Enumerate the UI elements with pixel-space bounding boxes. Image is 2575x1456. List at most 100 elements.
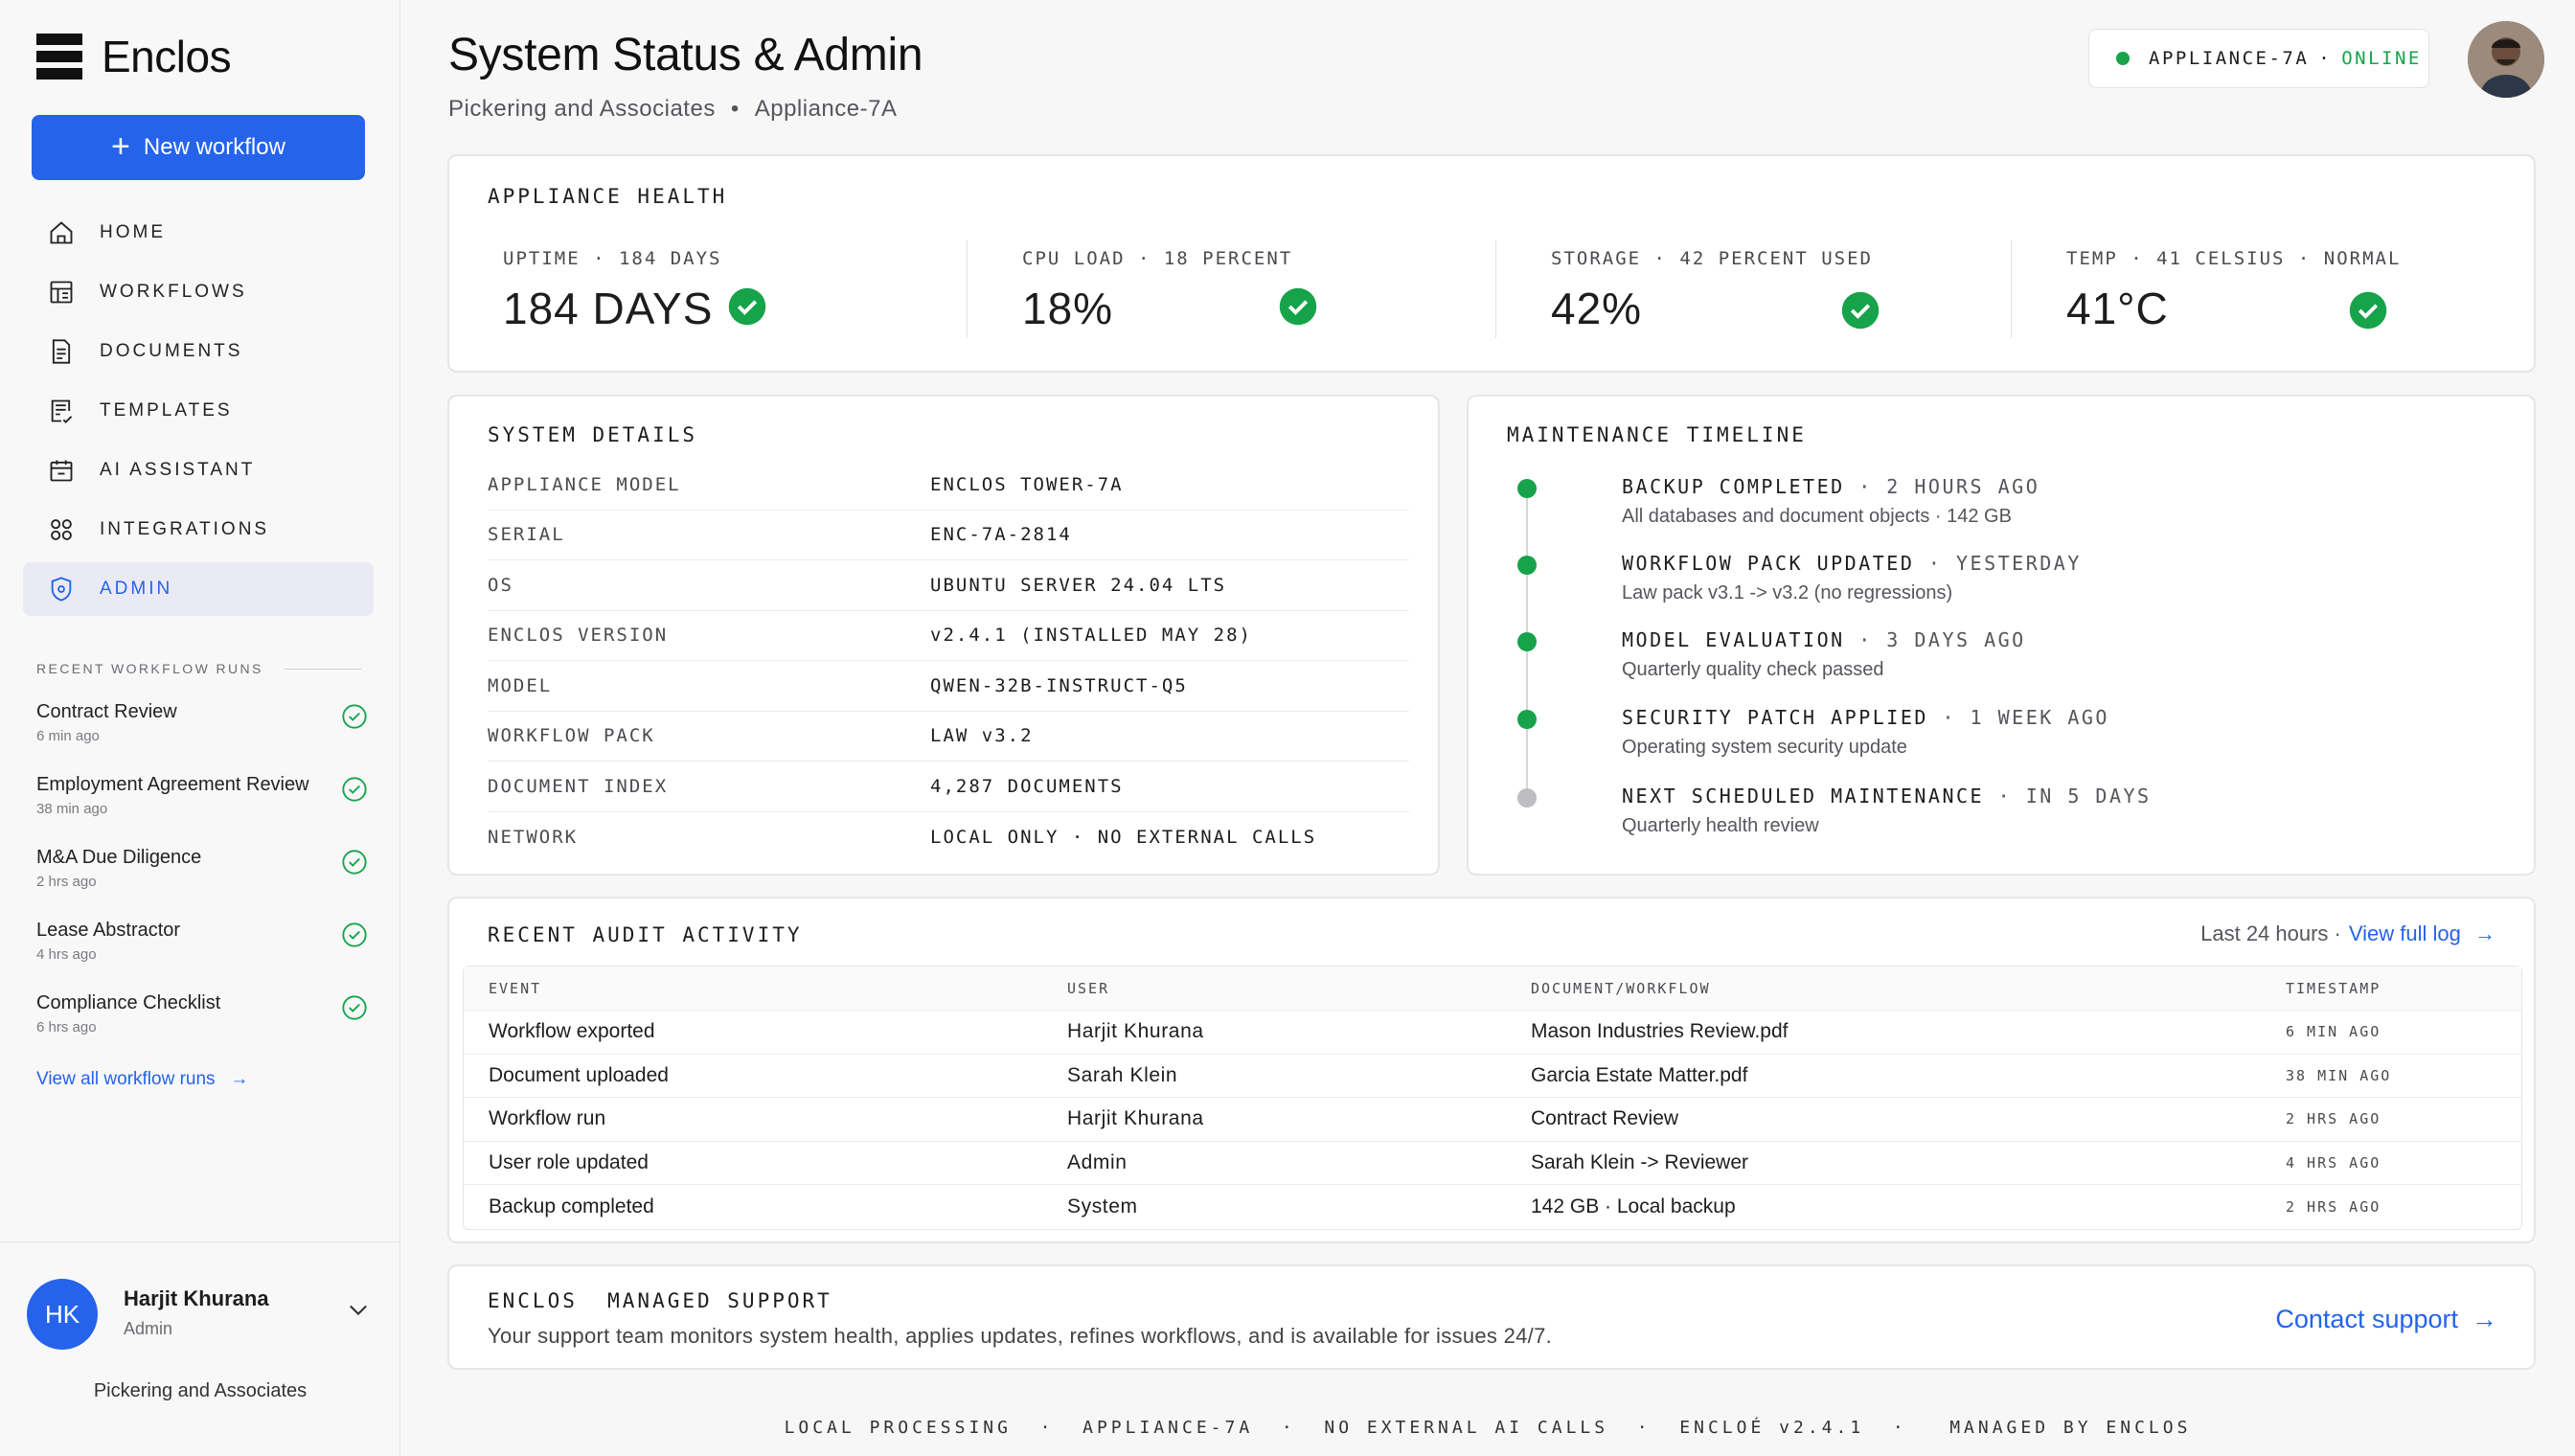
status-dot-icon xyxy=(1517,479,1537,498)
run-name: Compliance Checklist xyxy=(36,992,221,1013)
timeline-heading: NEXT SCHEDULED MAINTENANCE · IN 5 DAYS xyxy=(1622,785,2152,808)
nav-label: INTEGRATIONS xyxy=(100,519,270,539)
user-menu[interactable]: HK Harjit Khurana Admin Pickering and As… xyxy=(0,1241,400,1456)
table-row[interactable]: Document uploaded Sarah Klein Garcia Est… xyxy=(464,1055,2521,1098)
nav-item-admin[interactable]: ADMIN xyxy=(23,562,374,616)
list-item[interactable]: Compliance Checklist 6 hrs ago xyxy=(36,992,368,1065)
audit-user: System xyxy=(1067,1194,1138,1217)
timeline-detail: Law pack v3.1 -> v3.2 (no regressions) xyxy=(1622,582,1953,603)
table-row[interactable]: Backup completed System 142 GB · Local b… xyxy=(464,1185,2521,1229)
nav-item-templates[interactable]: TEMPLATES xyxy=(23,384,374,438)
check-circle-icon xyxy=(342,704,367,729)
view-all-runs-link[interactable]: View all workflow runs → xyxy=(36,1069,248,1090)
audit-event: Workflow exported xyxy=(489,1020,655,1043)
contact-support-link[interactable]: Contact support → xyxy=(2275,1305,2497,1334)
table-row[interactable]: User role updated Admin Sarah Klein -> R… xyxy=(464,1142,2521,1185)
page-title: System Status & Admin xyxy=(448,30,923,80)
list-item[interactable]: Lease Abstractor 4 hrs ago xyxy=(36,920,368,992)
list-item[interactable]: M&A Due Diligence 2 hrs ago xyxy=(36,847,368,920)
pending-dot-icon xyxy=(1517,788,1537,808)
audit-timestamp: 4 HRS AGO xyxy=(2286,1153,2381,1172)
breadcrumb: Pickering and Associates • Appliance-7A xyxy=(448,96,897,123)
check-circle-icon xyxy=(342,995,367,1020)
nav-label: ADMIN xyxy=(100,579,173,599)
contact-support-label: Contact support xyxy=(2275,1305,2458,1333)
detail-row: ENCLOS VERSION v2.4.1 (INSTALLED MAY 28) xyxy=(488,611,1409,661)
ai-assistant-icon xyxy=(50,460,73,482)
nav-item-workflows[interactable]: WORKFLOWS xyxy=(23,265,374,319)
appliance-health-card: APPLIANCE HEALTH UPTIME · 184 DAYS 184 D… xyxy=(447,154,2536,373)
timeline-when: · YESTERDAY xyxy=(1914,552,2082,575)
recent-runs-list: Contract Review 6 min ago Employment Agr… xyxy=(36,701,368,1065)
detail-value: LOCAL ONLY · NO EXTERNAL CALLS xyxy=(930,826,1317,848)
timeline-detail: Quarterly quality check passed xyxy=(1622,659,1884,680)
new-workflow-label: New workflow xyxy=(143,134,285,160)
detail-value: LAW v3.2 xyxy=(930,725,1034,747)
detail-value: ENC-7A-2814 xyxy=(930,524,1072,546)
managed-support-card: ENCLOS MANAGED SUPPORT Your support team… xyxy=(447,1264,2536,1370)
detail-row: DOCUMENT INDEX 4,287 DOCUMENTS xyxy=(488,762,1409,812)
app-logo[interactable]: Enclos xyxy=(36,31,232,82)
timeline-event: MODEL EVALUATION xyxy=(1622,628,1845,651)
list-item[interactable]: Contract Review 6 min ago xyxy=(36,701,368,774)
nav-label: AI ASSISTANT xyxy=(100,460,256,480)
run-name: Employment Agreement Review xyxy=(36,774,309,795)
profile-avatar[interactable] xyxy=(2468,21,2544,98)
new-workflow-button[interactable]: + New workflow xyxy=(32,115,365,180)
documents-icon xyxy=(52,339,71,364)
maintenance-timeline-card: MAINTENANCE TIMELINE BACKUP COMPLETED · … xyxy=(1467,395,2536,876)
plus-icon: + xyxy=(111,127,130,165)
breadcrumb-org[interactable]: Pickering and Associates xyxy=(448,96,716,122)
audit-header-actions: Last 24 hours · View full log → xyxy=(2200,921,2495,946)
user-name: Harjit Khurana xyxy=(124,1286,269,1310)
divider xyxy=(2011,240,2012,338)
metric-value: 42% xyxy=(1551,284,1643,333)
column-header: EVENT xyxy=(489,979,542,997)
audit-document: Contract Review xyxy=(1531,1107,1679,1130)
detail-value: ENCLOS TOWER-7A xyxy=(930,473,1124,495)
column-header: USER xyxy=(1067,979,1110,997)
detail-key: SERIAL xyxy=(488,524,565,546)
list-item[interactable]: Employment Agreement Review 38 min ago xyxy=(36,774,368,847)
timeline-detail: Quarterly health review xyxy=(1622,815,1819,836)
nav-item-documents[interactable]: DOCUMENTS xyxy=(23,325,374,378)
breadcrumb-separator: • xyxy=(730,96,740,122)
metric-label: STORAGE · 42 PERCENT USED xyxy=(1551,248,1873,269)
table-row[interactable]: Workflow run Harjit Khurana Contract Rev… xyxy=(464,1098,2521,1142)
timeline-heading: BACKUP COMPLETED · 2 HOURS AGO xyxy=(1622,475,2039,498)
details-list: APPLIANCE MODEL ENCLOS TOWER-7A SERIAL ENC… xyxy=(488,460,1409,862)
audit-event: Document uploaded xyxy=(489,1063,669,1086)
nav-item-ai-assistant[interactable]: AI ASSISTANT xyxy=(23,444,374,497)
timeline-when: · IN 5 DAYS xyxy=(1984,785,2152,808)
metric-cpu: CPU LOAD · 18 PERCENT 18% xyxy=(1022,248,1292,344)
sidebar: Enclos + New workflow HOME WORKFLOWS DOC… xyxy=(0,0,400,1456)
table-header: EVENT USER DOCUMENT/WORKFLOW TIMESTAMP xyxy=(464,967,2521,1011)
card-title: APPLIANCE HEALTH xyxy=(488,185,728,208)
run-name: Lease Abstractor xyxy=(36,920,181,941)
audit-document: Mason Industries Review.pdf xyxy=(1531,1020,1789,1043)
metric-label: CPU LOAD · 18 PERCENT xyxy=(1022,248,1293,269)
enclos-logo-icon xyxy=(36,34,82,80)
nav-item-home[interactable]: HOME xyxy=(23,206,374,260)
audit-table: EVENT USER DOCUMENT/WORKFLOW TIMESTAMP W… xyxy=(463,966,2522,1230)
recent-runs-heading: RECENT WORKFLOW RUNS xyxy=(36,661,361,676)
user-org: Pickering and Associates xyxy=(93,1380,308,1401)
status-dot-icon xyxy=(1517,556,1537,575)
system-details-card: SYSTEM DETAILS APPLIANCE MODEL ENCLOS TOW… xyxy=(447,395,1440,876)
run-name: Contract Review xyxy=(36,701,177,722)
home-icon xyxy=(50,221,73,244)
audit-range: Last 24 hours · xyxy=(2200,921,2341,945)
nav-item-integrations[interactable]: INTEGRATIONS xyxy=(23,503,374,557)
arrow-right-icon[interactable]: → xyxy=(2468,921,2495,945)
table-row[interactable]: Workflow exported Harjit Khurana Mason I… xyxy=(464,1011,2521,1055)
view-full-log-link[interactable]: View full log xyxy=(2348,921,2461,945)
integrations-icon xyxy=(51,519,72,540)
check-circle-icon xyxy=(728,287,766,326)
audit-document: 142 GB · Local backup xyxy=(1531,1194,1736,1217)
detail-row: APPLIANCE MODEL ENCLOS TOWER-7A xyxy=(488,460,1409,511)
chevron-down-icon[interactable] xyxy=(345,1296,372,1323)
workflows-icon xyxy=(50,281,73,304)
check-circle-icon xyxy=(1841,291,1880,330)
divider xyxy=(284,668,361,670)
audit-event: Workflow run xyxy=(489,1107,606,1130)
